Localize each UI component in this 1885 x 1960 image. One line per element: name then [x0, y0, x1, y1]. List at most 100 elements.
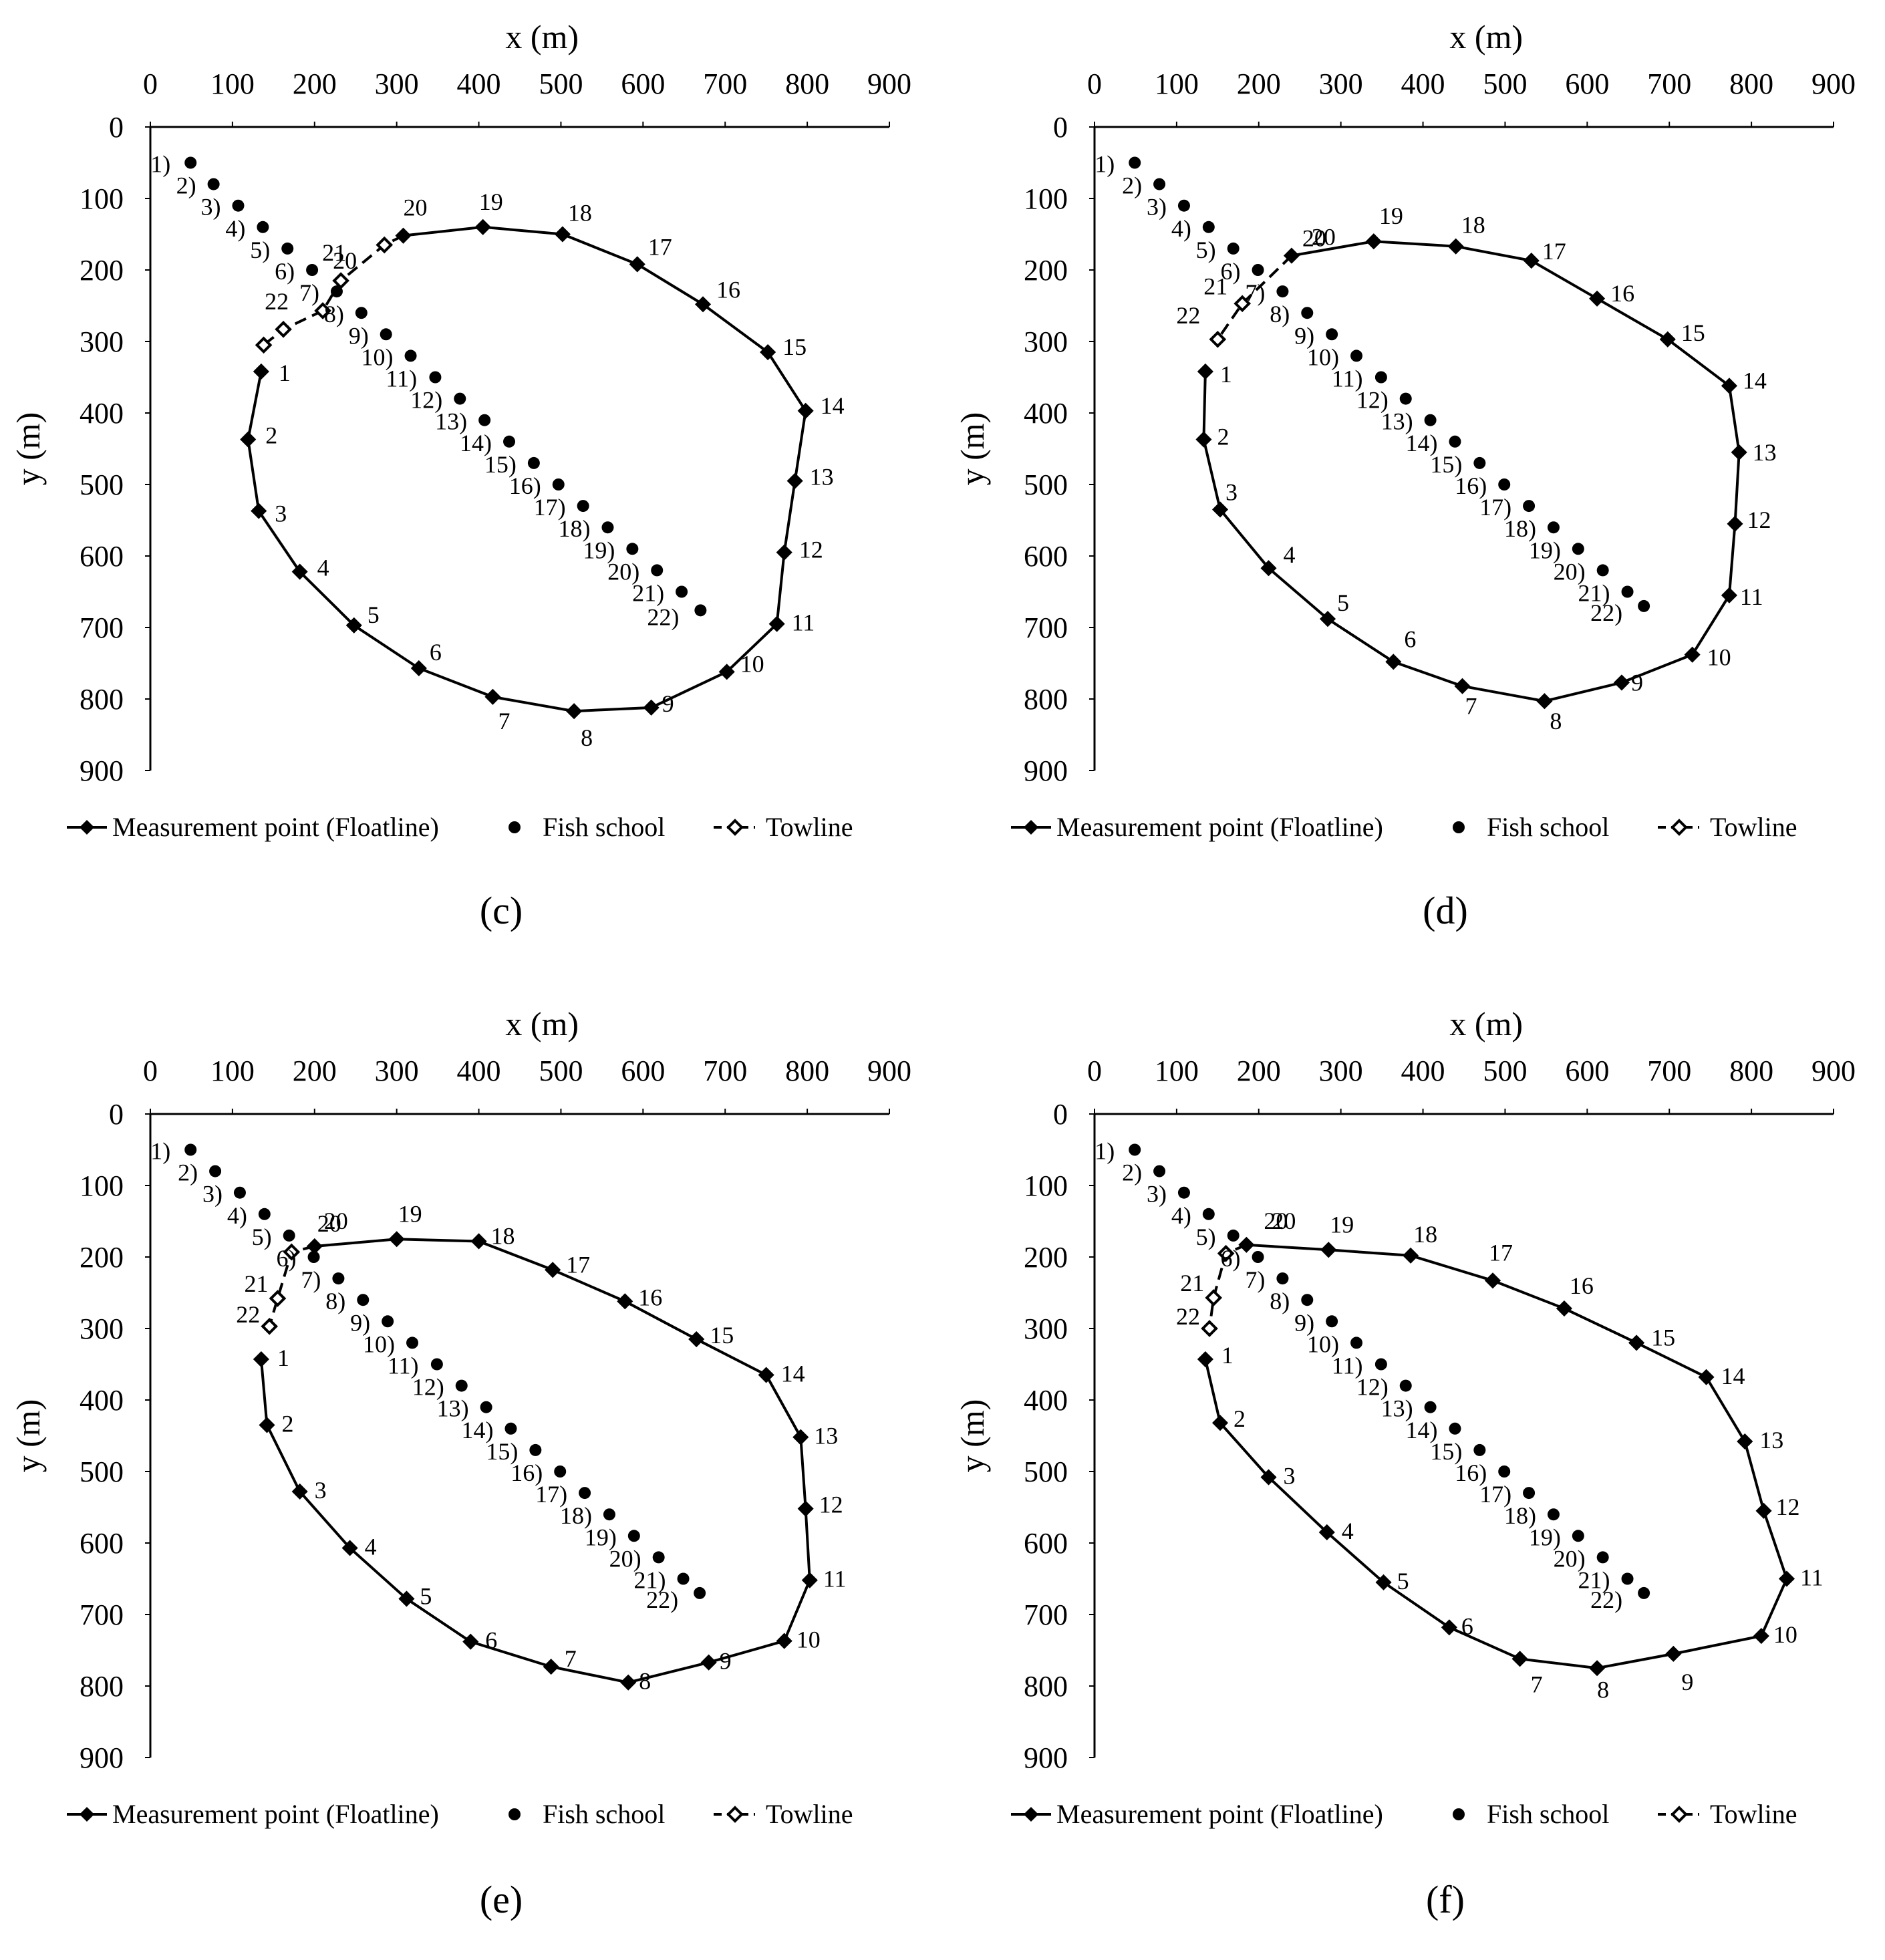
fish-school-label: 5) — [250, 237, 270, 263]
floatline-marker — [1589, 1660, 1606, 1677]
floatline-label: 4 — [1284, 541, 1296, 568]
fish-school-point — [1621, 585, 1634, 598]
floatline-marker — [797, 1500, 814, 1517]
floatline-label: 7 — [1465, 693, 1477, 720]
towline-label: 20 — [317, 1210, 341, 1237]
x-axis-title: x (m) — [505, 18, 579, 55]
floatline-marker — [253, 1351, 269, 1368]
floatline-label: 9 — [1681, 1669, 1693, 1695]
fish-school-point — [626, 543, 639, 555]
floatline-marker — [1511, 1651, 1528, 1667]
floatline-marker — [470, 1233, 487, 1250]
floatline-label: 9 — [662, 690, 674, 717]
floatline-label: 7 — [565, 1645, 577, 1672]
towline-marker — [283, 1243, 301, 1261]
x-tick-label: 800 — [785, 67, 829, 100]
y-tick-label: 0 — [109, 111, 124, 144]
floatline-marker — [1283, 247, 1300, 264]
y-tick-label: 300 — [80, 1312, 124, 1345]
floatline-label: 14 — [781, 1361, 805, 1387]
fish-school-point — [380, 328, 392, 341]
y-tick-label: 900 — [1024, 754, 1068, 787]
fish-school-label: 12) — [412, 1374, 444, 1401]
fish-school-point — [577, 500, 589, 513]
x-tick-label: 400 — [1401, 67, 1445, 100]
y-tick-label: 700 — [80, 611, 124, 644]
fish-school-point — [676, 585, 688, 598]
y-axis-title: y (m) — [954, 412, 991, 486]
fish-school-point — [1638, 1586, 1650, 1599]
towline-marker — [261, 1317, 279, 1335]
fish-school-point — [1129, 156, 1141, 169]
fish-school-point — [1227, 242, 1240, 255]
fish-school-point — [652, 1551, 665, 1564]
fish-school-point — [601, 521, 614, 534]
fish-school-label: 11) — [386, 366, 417, 392]
fish-school-point — [1424, 1401, 1437, 1413]
floatline-marker — [1454, 678, 1471, 694]
fish-school-label: 9) — [350, 1309, 370, 1336]
floatline-label: 7 — [1531, 1671, 1543, 1697]
y-tick-label: 800 — [80, 683, 124, 716]
fish-school-label: 14) — [1405, 430, 1437, 456]
floatline-label: 17 — [1542, 238, 1566, 265]
floatline-path — [259, 1238, 811, 1684]
fish-school-point — [1129, 1143, 1141, 1156]
fish-school-label: 8) — [1270, 1288, 1290, 1314]
floatline-label: 10 — [740, 650, 764, 677]
fish-school-point — [330, 285, 343, 298]
floatline-label: 17 — [566, 1251, 590, 1278]
y-tick-label: 0 — [1053, 1098, 1068, 1131]
x-tick-label: 300 — [375, 1055, 419, 1087]
y-tick-label: 600 — [80, 540, 124, 573]
y-tick-label: 500 — [1024, 1455, 1068, 1488]
fish-school-label: 21) — [1578, 580, 1610, 607]
floatline-marker — [484, 688, 501, 705]
floatline-marker — [792, 1429, 809, 1445]
fish-school-label: 16) — [511, 1459, 543, 1486]
fish-school-point — [677, 1572, 690, 1585]
towline-marker — [1217, 1244, 1235, 1262]
fish-school-point — [1498, 478, 1511, 491]
floatline-marker — [1778, 1570, 1795, 1587]
fish-school-label: 11) — [1332, 1353, 1363, 1379]
fish-school-point — [1424, 414, 1437, 426]
floatline-label: 15 — [782, 333, 807, 360]
floatline-label: 5 — [420, 1582, 432, 1609]
floatline-label: 13 — [814, 1423, 838, 1449]
floatline-marker — [240, 431, 257, 448]
fish-school-point — [1547, 1508, 1560, 1521]
fish-school-label: 18) — [1504, 515, 1536, 542]
fish-school-label: 20) — [607, 558, 639, 585]
fish-school-label: 11) — [388, 1353, 419, 1379]
fish-school-point — [1547, 521, 1560, 534]
legend-floatline-marker — [1023, 1806, 1039, 1822]
fish-school-label: 12) — [410, 387, 442, 414]
x-tick-label: 900 — [1811, 1055, 1856, 1087]
x-tick-label: 700 — [1647, 67, 1691, 100]
floatline-label: 11 — [1800, 1564, 1824, 1591]
floatline-marker — [1731, 444, 1747, 460]
floatline-label: 19 — [1330, 1211, 1354, 1238]
floatline-marker — [398, 1590, 415, 1607]
floatline-marker — [718, 664, 735, 680]
floatline-label: 14 — [821, 392, 845, 419]
fish-school-point — [1638, 599, 1650, 612]
x-tick-label: 700 — [1647, 1055, 1691, 1087]
fish-school-label: 6) — [1221, 1245, 1241, 1272]
fish-school-label: 1) — [150, 1138, 170, 1165]
floatline-marker — [1260, 560, 1277, 577]
floatline-label: 11 — [792, 609, 815, 636]
floatline-marker — [545, 1262, 561, 1278]
fish-school-label: 21) — [634, 1567, 666, 1594]
x-tick-label: 900 — [867, 67, 911, 100]
x-tick-label: 200 — [1237, 67, 1281, 100]
fish-school-label: 19) — [585, 1524, 617, 1550]
y-tick-label: 700 — [1024, 611, 1068, 644]
fish-school-point — [355, 307, 368, 319]
floatline-marker — [1375, 1574, 1392, 1590]
floatline-label: 18 — [568, 200, 592, 227]
floatline-marker — [758, 1367, 774, 1383]
legend-towline-marker — [1671, 819, 1688, 836]
towline-label: 22 — [1176, 1303, 1200, 1330]
